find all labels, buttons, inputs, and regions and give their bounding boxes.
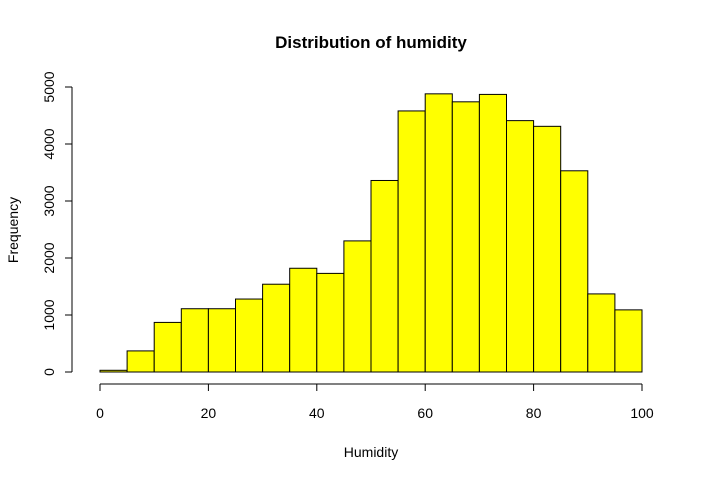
x-tick-label: 80 — [526, 405, 542, 421]
y-tick-label: 2000 — [41, 242, 57, 273]
histogram-bar — [533, 125, 562, 373]
histogram-bar — [424, 93, 453, 373]
histogram-bar — [126, 350, 155, 373]
y-tick-label: 1000 — [41, 299, 57, 330]
x-tick-label: 20 — [201, 405, 217, 421]
histogram-bar — [316, 272, 345, 373]
y-tick-label: 4000 — [41, 128, 57, 159]
y-tick-label: 3000 — [41, 185, 57, 216]
x-axis-label: Humidity — [344, 444, 398, 460]
chart-title: Distribution of humidity — [275, 33, 467, 52]
y-axis: 0 1000 2000 3000 4000 5000 — [41, 71, 73, 376]
histogram-bar — [343, 240, 372, 373]
y-axis-label: Frequency — [5, 197, 21, 263]
histogram-bar — [262, 283, 291, 373]
histogram-bar — [506, 120, 535, 373]
histogram-bar — [99, 369, 128, 373]
x-tick-label: 100 — [630, 405, 654, 421]
x-axis: 0 20 40 60 80 100 — [96, 383, 654, 421]
histogram-bar — [560, 170, 589, 373]
histogram-bar — [370, 179, 399, 373]
histogram-bar — [587, 293, 616, 373]
bars-group — [99, 93, 643, 373]
y-tick-label: 0 — [41, 368, 57, 376]
histogram-bar — [397, 110, 426, 373]
histogram-bar — [451, 101, 480, 373]
x-tick-label: 40 — [309, 405, 325, 421]
x-tick-label: 0 — [96, 405, 104, 421]
histogram-bar — [235, 298, 264, 373]
histogram-bar — [180, 308, 209, 373]
histogram-bar — [614, 309, 643, 373]
histogram-bar — [153, 321, 182, 373]
histogram-bar — [289, 267, 318, 373]
x-tick-label: 60 — [417, 405, 433, 421]
histogram-bar — [478, 93, 507, 373]
histogram-bar — [207, 308, 236, 373]
y-tick-label: 5000 — [41, 71, 57, 102]
